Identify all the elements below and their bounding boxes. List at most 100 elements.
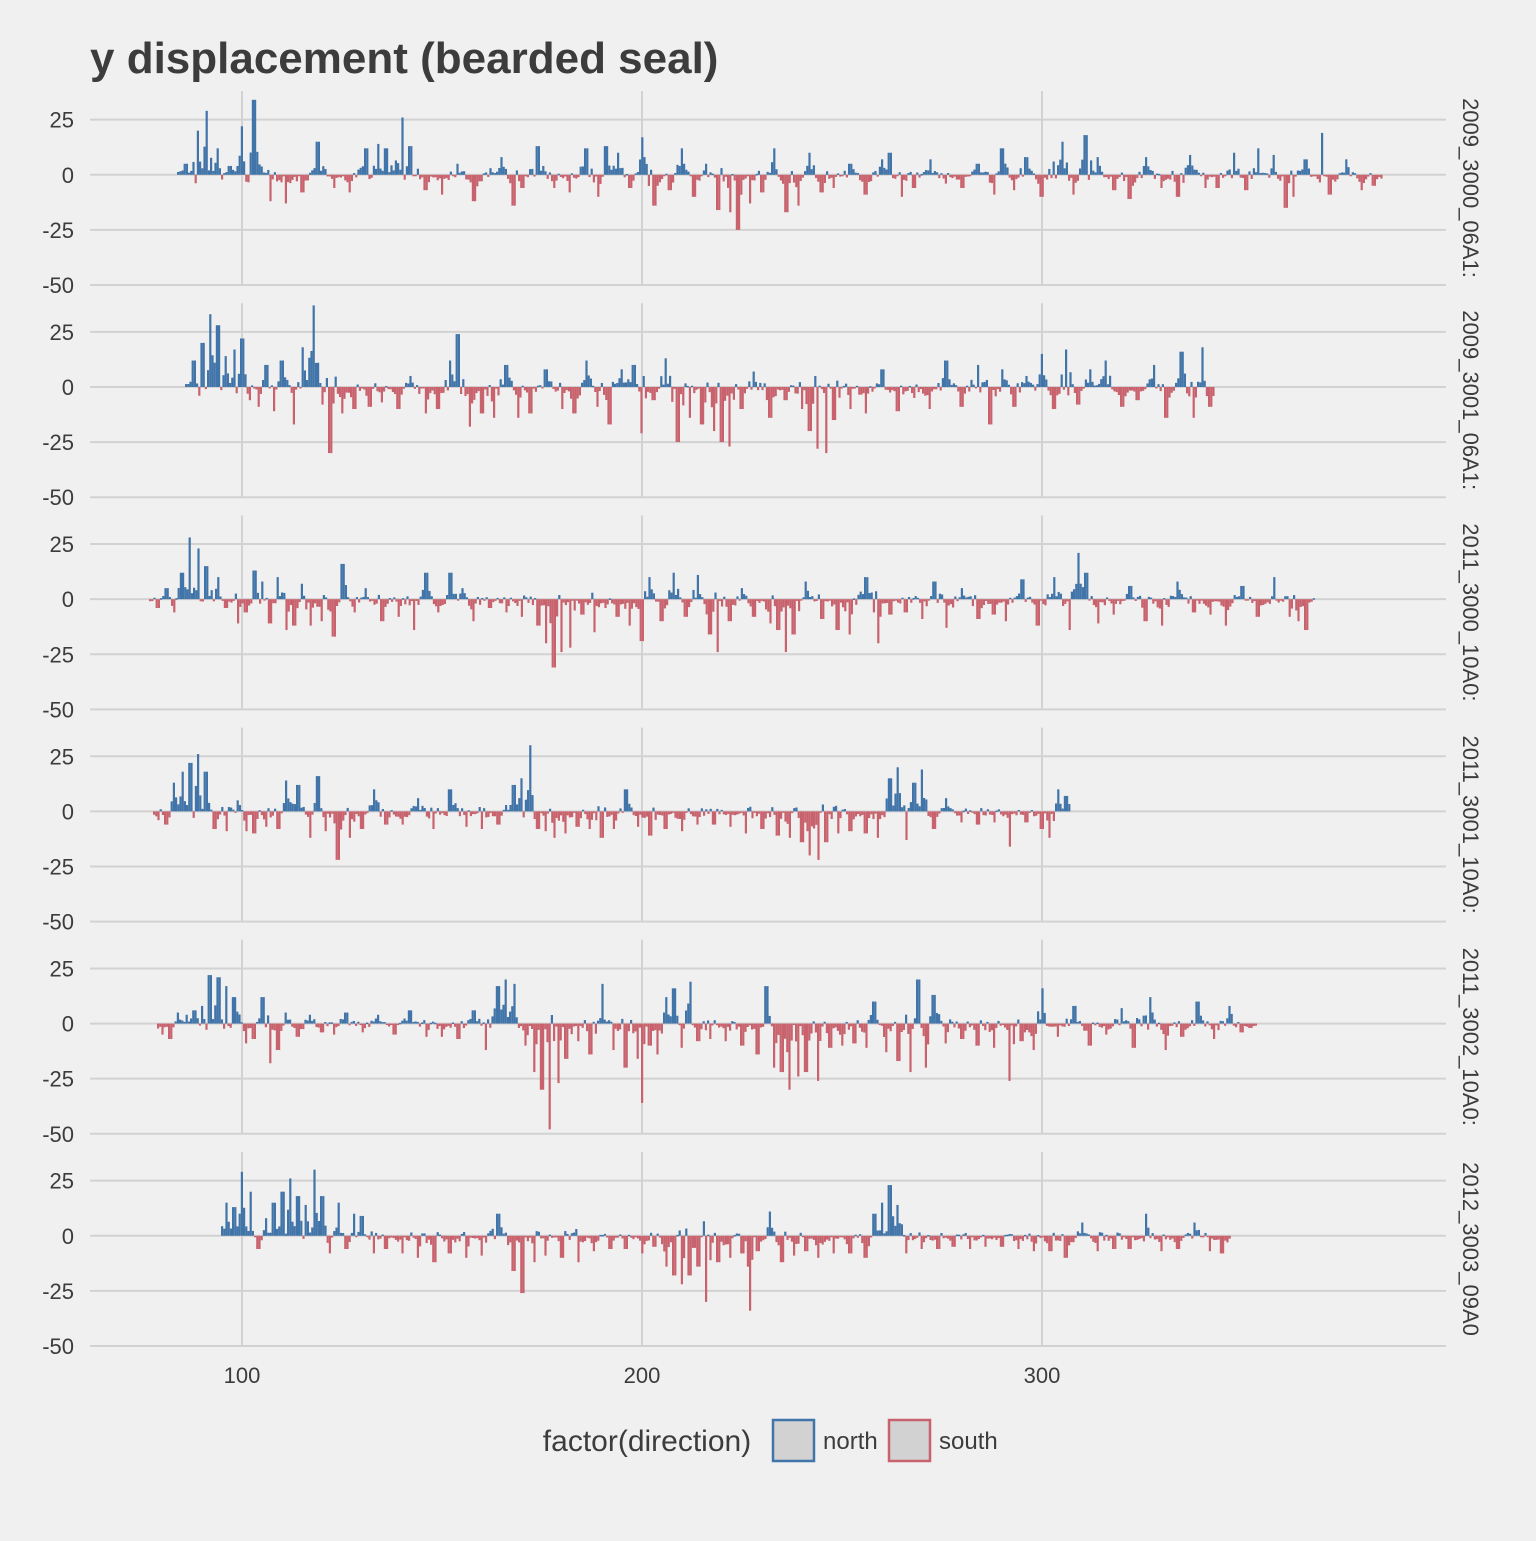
bar-south [1121,599,1124,602]
bar-south [347,386,350,393]
bar-north [342,563,345,600]
bar-north [869,1014,872,1024]
bar-south [870,174,873,182]
bar-north [238,805,241,812]
bar-south [263,811,266,820]
bar-north [1081,1222,1084,1236]
bar-south [815,174,818,179]
bar-north [898,793,901,812]
bar-south [1094,1235,1097,1243]
bar-north [447,789,450,812]
bar-south [1134,174,1137,183]
bar-north [645,163,648,175]
bar-north [278,1226,281,1236]
bar-south [1169,174,1172,180]
bar-north [310,350,313,387]
bar-north [493,1008,496,1024]
bar-south [839,1235,842,1238]
bar-south [1113,386,1116,392]
bar-north [603,1019,606,1024]
y-tick-label: 0 [62,1224,74,1249]
bar-south [1158,599,1161,609]
bar-north [1149,169,1152,175]
bar-south [582,599,585,615]
bar-south [792,1023,795,1026]
bar-south [753,1235,756,1238]
bar-north [381,809,384,812]
bar-south [305,599,308,610]
bar-south [993,1235,996,1238]
bar-south [738,174,741,230]
bar-south [1153,174,1156,179]
bar-south [632,1235,635,1240]
bar-south [339,174,342,178]
bar-north [495,986,498,1024]
bar-south [780,811,783,819]
bar-north [1055,803,1058,812]
bar-north [889,152,892,175]
bar-south [832,1235,835,1254]
bar-north [668,590,671,600]
bar-north [1043,1012,1046,1024]
bar-north [449,360,452,387]
bar-south [732,599,735,605]
bar-south [221,599,224,601]
bar-north [880,369,883,387]
bar-south [1217,1235,1220,1240]
bar-south [333,811,336,824]
bar-north [276,577,279,600]
bar-north [929,1016,932,1024]
bar-south [1000,811,1003,815]
bar-south [1032,1023,1035,1051]
bar-north [1116,1232,1119,1236]
bar-south [772,386,775,398]
bar-south [991,811,994,815]
bar-south [487,599,490,608]
bar-north [206,566,209,600]
bar-north [374,383,377,387]
bar-north [1139,595,1142,600]
bar-south [333,174,336,188]
bar-south [799,1023,802,1027]
bar-north [1101,171,1104,175]
bar-south [632,811,635,816]
bar-south [445,1235,448,1240]
bar-north [179,796,182,812]
bar-north [291,803,294,812]
bar-south [487,811,490,817]
bar-north [452,804,455,812]
bar-north [1171,170,1174,175]
bar-north [227,165,230,175]
bar-south [394,1023,397,1035]
bar-south [397,811,400,817]
bar-north [240,338,243,387]
bar-south [533,174,536,177]
bar-north [707,1234,710,1237]
bar-north [330,1022,333,1024]
bar-south [986,1235,989,1239]
bar-south [847,386,850,396]
bar-north [311,170,314,175]
bar-south [331,811,334,814]
bar-north [935,1012,938,1024]
bar-south [358,599,361,603]
bar-north [1206,1021,1209,1024]
bar-south [935,386,938,390]
bar-south [304,174,307,181]
bar-south [1168,386,1171,398]
bar-south [497,386,500,396]
bar-south [245,174,248,182]
bar-north [370,1231,373,1236]
bar-north [357,1021,360,1024]
bar-north [806,165,809,175]
bar-north [1136,596,1139,600]
bar-north [412,1022,415,1024]
bar-north [964,808,967,812]
bar-south [797,811,800,819]
bar-south [612,1023,615,1051]
bar-south [1011,811,1014,815]
bar-north [1079,168,1082,175]
bar-north [236,165,239,175]
bar-south [898,1023,901,1062]
bar-south [812,386,815,404]
